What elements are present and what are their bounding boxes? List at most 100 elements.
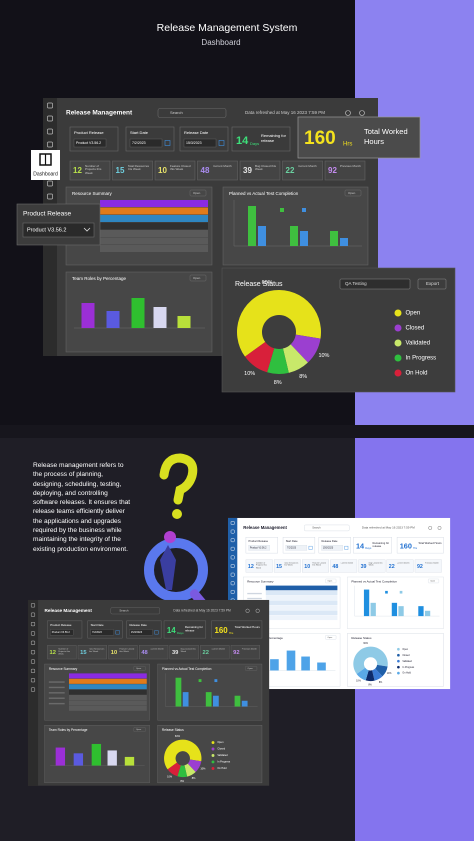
legend-dot [211, 760, 215, 764]
sidebar-icon[interactable] [30, 687, 36, 692]
sidebar-icon[interactable] [30, 631, 36, 636]
stat-label: Bug Closed this Week [255, 164, 277, 172]
open-button[interactable] [325, 635, 337, 640]
sidebar-icon[interactable] [230, 555, 235, 560]
calendar-icon[interactable] [115, 630, 120, 635]
sidebar-icon[interactable] [230, 590, 235, 594]
legend-swatch [385, 590, 388, 594]
sidebar-icon[interactable] [30, 612, 36, 617]
worked-hours-label-box: Total Worked Hours [418, 541, 441, 544]
calendar-icon[interactable] [344, 545, 349, 550]
filter-field[interactable] [129, 629, 153, 636]
sidebar-icon[interactable] [30, 678, 36, 683]
calendar-icon[interactable] [218, 140, 225, 146]
filter-label: Release Date [184, 130, 209, 135]
open-button[interactable] [245, 666, 258, 671]
open-button[interactable] [189, 274, 207, 282]
stat-label-box: Feature Closed this Week [119, 648, 134, 653]
open-button[interactable] [189, 189, 207, 197]
sidebar-icon[interactable] [30, 640, 36, 645]
search-box[interactable] [157, 108, 227, 118]
panel-title: Resource Summary [49, 667, 78, 671]
sidebar-icon[interactable] [30, 603, 36, 608]
toolbar-icon[interactable] [359, 110, 365, 116]
toolbar-icon[interactable] [345, 110, 351, 116]
stat-value: 39 [243, 166, 252, 175]
calendar-icon[interactable] [154, 630, 159, 635]
open-button[interactable] [344, 189, 362, 197]
legend-label: Validated [217, 754, 228, 757]
filter-field[interactable] [183, 138, 217, 148]
legend-dot [211, 741, 215, 744]
filter-field[interactable] [129, 138, 163, 148]
stat-label: Current Month [340, 562, 354, 565]
slice-label: 10% [167, 776, 173, 779]
sidebar-icon[interactable] [230, 529, 235, 534]
sidebar-icon[interactable] [30, 622, 36, 627]
search-box[interactable] [304, 524, 350, 532]
toolbar-icon[interactable] [437, 526, 442, 530]
stat-value: 10 [304, 564, 310, 570]
sidebar-icon[interactable] [230, 572, 235, 577]
filter-label: Product Release [50, 623, 72, 627]
filter-field[interactable] [90, 629, 114, 636]
open-button[interactable] [133, 727, 146, 732]
legend-label: In Progress [406, 356, 437, 362]
dark-dashboard-copy: Release Management Search Data refreshed a… [27, 599, 270, 786]
filter-field[interactable] [248, 545, 270, 551]
bar [363, 589, 370, 617]
sidebar-icon[interactable] [30, 668, 36, 673]
product-release-field[interactable] [22, 222, 95, 238]
stat-label: Previous Month [340, 164, 361, 168]
toolbar-icon[interactable] [245, 608, 250, 613]
legend-label: On Hold [402, 673, 411, 675]
bar [175, 677, 182, 707]
panel-title: Resource Summary [247, 579, 274, 583]
sidebar-icon[interactable] [30, 650, 36, 655]
filter-field[interactable] [321, 545, 343, 551]
stat-label-box: Previous Month [425, 562, 439, 564]
bar [330, 231, 338, 246]
filter-field[interactable] [73, 138, 107, 148]
table-row-label [48, 702, 65, 705]
open-button[interactable] [325, 578, 337, 584]
calendar-icon[interactable] [164, 140, 171, 146]
description: Release management refers to the process… [33, 462, 131, 553]
sidebar-icon[interactable] [230, 564, 235, 568]
slice-label: 8% [192, 777, 196, 780]
sidebar-icon[interactable] [47, 128, 53, 135]
open-button[interactable] [428, 578, 440, 584]
sidebar-icon[interactable] [230, 521, 235, 525]
sidebar-icon[interactable] [230, 538, 235, 543]
toolbar-icon[interactable] [255, 608, 260, 613]
remaining-label: Remaining for release [372, 541, 390, 548]
pie-slice [372, 668, 383, 681]
calendar-icon[interactable] [308, 545, 313, 550]
magnifier-ring [144, 538, 208, 602]
sidebar-icon[interactable] [230, 581, 235, 586]
table-row [265, 585, 338, 591]
dashboard-title: Release Management [243, 525, 287, 530]
stat-label-box: Total Resources this Week [128, 165, 150, 171]
sidebar-icon[interactable] [47, 180, 53, 187]
export-button[interactable] [417, 278, 447, 290]
pie-slice [245, 341, 275, 373]
open-button-label: Open [430, 580, 435, 582]
filter-field[interactable] [50, 629, 74, 636]
filter-dropdown[interactable] [339, 278, 411, 290]
sidebar-icon[interactable] [47, 193, 53, 200]
open-button[interactable] [133, 666, 146, 671]
table-row [265, 600, 338, 606]
table-row [69, 705, 147, 711]
sidebar-icon[interactable] [47, 115, 53, 122]
sidebar-icon[interactable] [47, 141, 53, 148]
sidebar-icon[interactable] [230, 546, 235, 551]
sidebar-icon[interactable] [30, 659, 36, 664]
sidebar-icon[interactable] [47, 102, 53, 109]
legend-label: Closed [402, 655, 410, 657]
stat-card [154, 160, 196, 181]
toolbar-icon[interactable] [428, 526, 433, 530]
search-box[interactable] [110, 607, 160, 615]
filter-field[interactable] [285, 545, 308, 551]
